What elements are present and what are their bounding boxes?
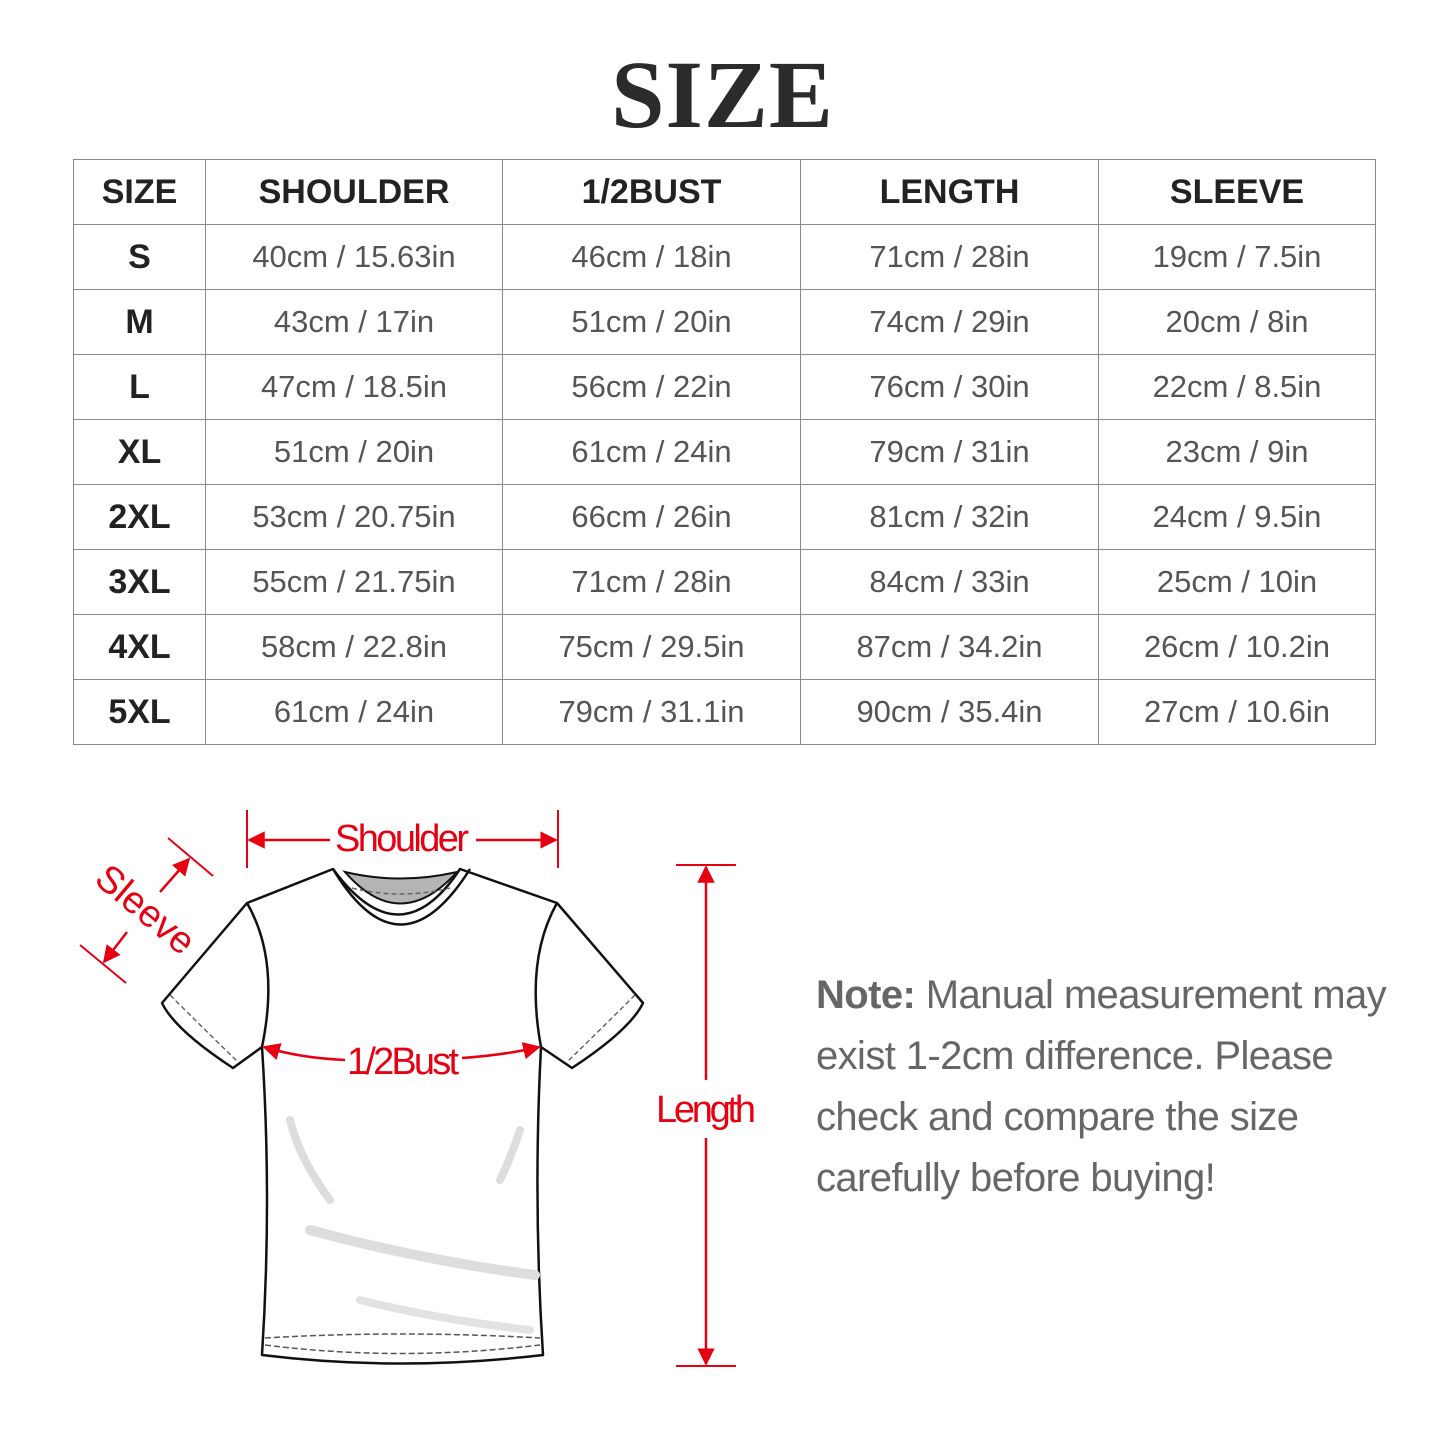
measurement-cell: 55cm / 21.75in [205,549,503,615]
measurement-cell: 76cm / 30in [800,354,1099,420]
measurement-cell: 43cm / 17in [205,289,503,355]
table-row: S 40cm / 15.63in 46cm / 18in 71cm / 28in 19c… [73,224,1376,290]
tshirt-illustration [160,867,645,1365]
measurement-cell: 71cm / 28in [502,549,801,615]
note-body: Manual measurement may exist 1-2cm diffe… [816,973,1387,1200]
table-row: 3XL 55cm / 21.75in 71cm / 28in 84cm / 33in 2… [73,549,1376,615]
measurement-cell: 40cm / 15.63in [205,224,503,290]
size-cell: 3XL [73,549,206,615]
page-title: SIZE [611,41,834,148]
measurement-cell: 81cm / 32in [800,484,1099,550]
measurement-cell: 56cm / 22in [502,354,801,420]
size-cell: 4XL [73,614,206,680]
measurement-cell: 84cm / 33in [800,549,1099,615]
size-cell: 5XL [73,679,206,745]
measurement-cell: 51cm / 20in [205,419,503,485]
measurement-cell: 27cm / 10.6in [1098,679,1376,745]
measurement-cell: 22cm / 8.5in [1098,354,1376,420]
table-row: 2XL 53cm / 20.75in 66cm / 26in 81cm / 32in 2… [73,484,1376,550]
note-text: Note: Manual measurement may exist 1-2cm… [816,965,1416,1209]
column-header-length: LENGTH [800,159,1099,225]
measurement-cell: 23cm / 9in [1098,419,1376,485]
table-row: M 43cm / 17in 51cm / 20in 74cm / 29in 20cm /… [73,289,1376,355]
measurement-cell: 20cm / 8in [1098,289,1376,355]
measurement-cell: 24cm / 9.5in [1098,484,1376,550]
measurement-cell: 19cm / 7.5in [1098,224,1376,290]
size-cell: L [73,354,206,420]
measurement-cell: 61cm / 24in [502,419,801,485]
measurement-cell: 47cm / 18.5in [205,354,503,420]
column-header-size: SIZE [73,159,206,225]
column-header-sleeve: SLEEVE [1098,159,1376,225]
size-table: SIZE SHOULDER 1/2BUST LENGTH SLEEVE S 40cm / … [73,159,1376,745]
measurement-cell: 26cm / 10.2in [1098,614,1376,680]
measurement-cell: 61cm / 24in [205,679,503,745]
measurement-cell: 58cm / 22.8in [205,614,503,680]
sleeve-label: Sleeve [87,857,203,964]
size-cell: S [73,224,206,290]
size-cell: M [73,289,206,355]
column-header-1-2bust: 1/2BUST [502,159,801,225]
measurement-cell: 66cm / 26in [502,484,801,550]
table-row: XL 51cm / 20in 61cm / 24in 79cm / 31in 23cm … [73,419,1376,485]
measurement-cell: 79cm / 31.1in [502,679,801,745]
shoulder-label: Shoulder [335,818,469,860]
bust-label: 1/2Bust [347,1041,459,1083]
size-cell: 2XL [73,484,206,550]
table-header-row: SIZE SHOULDER 1/2BUST LENGTH SLEEVE [73,159,1376,225]
measurement-cell: 51cm / 20in [502,289,801,355]
measurement-cell: 75cm / 29.5in [502,614,801,680]
measurement-cell: 90cm / 35.4in [800,679,1099,745]
measurement-cell: 53cm / 20.75in [205,484,503,550]
note-label: Note: [816,973,916,1017]
measurement-cell: 46cm / 18in [502,224,801,290]
length-label: Length [656,1089,756,1131]
table-row: 5XL 61cm / 24in 79cm / 31.1in 90cm / 35.4in… [73,679,1376,745]
table-row: L 47cm / 18.5in 56cm / 22in 76cm / 30in 22cm… [73,354,1376,420]
measurement-cell: 25cm / 10in [1098,549,1376,615]
measurement-cell: 74cm / 29in [800,289,1099,355]
measurement-cell: 79cm / 31in [800,419,1099,485]
